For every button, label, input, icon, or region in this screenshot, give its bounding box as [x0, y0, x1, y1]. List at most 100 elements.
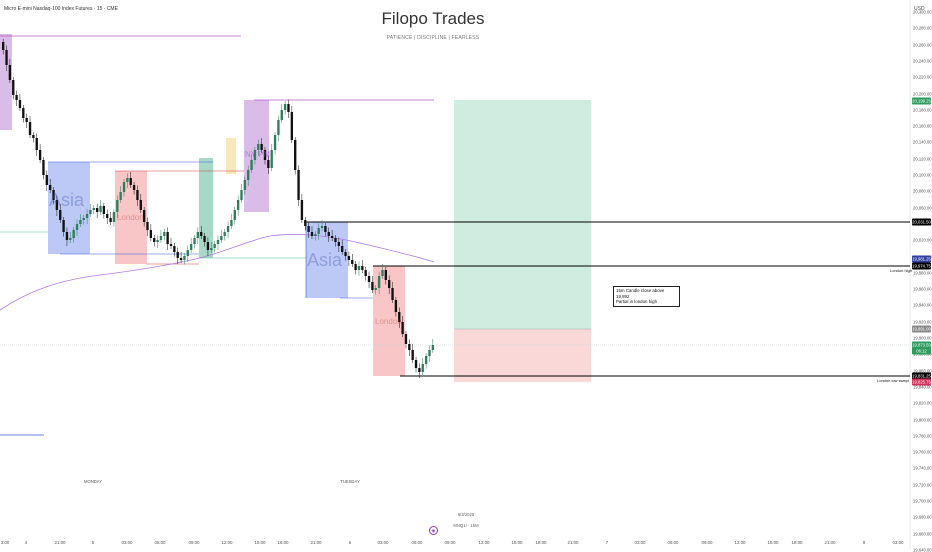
candle-body [48, 185, 52, 190]
candle-body [424, 356, 428, 364]
candle-body [85, 214, 89, 218]
price-tick: 19,960.00 [913, 286, 932, 292]
price-tick: 19,860.00 [913, 368, 932, 374]
price-tick: 19,680.00 [913, 514, 932, 520]
zone-label-asia-1: Asia [49, 190, 85, 210]
candle-body [341, 246, 344, 252]
candle-body [337, 242, 341, 246]
candle-body [384, 270, 388, 280]
price-tick: 20,160.00 [913, 123, 932, 129]
session-box-asia-1 [48, 162, 90, 254]
candle-body [354, 264, 357, 270]
candle-body [230, 220, 233, 226]
candle-body [431, 345, 434, 350]
candle-body [45, 175, 48, 185]
candle-body [377, 276, 381, 288]
time-tick: 12:00 [734, 540, 746, 545]
candle-body [223, 232, 226, 236]
candle-body [203, 236, 206, 242]
candle-body [367, 276, 371, 282]
candle-body [163, 232, 166, 236]
candle-body [277, 120, 280, 135]
price-tick: 19,800.00 [913, 417, 932, 422]
trade-note-line-2: Partial in london high [616, 299, 658, 305]
candle-body [283, 104, 287, 110]
candle-body [226, 226, 230, 232]
candle-body [82, 218, 85, 220]
candle-body [240, 190, 243, 200]
price-tag: 19,981.25 [912, 255, 931, 263]
price-tick: 19,740.00 [913, 465, 932, 471]
time-tick: 21:00 [824, 540, 836, 545]
candle-body [136, 190, 139, 200]
candle-body [210, 248, 213, 250]
time-tick: 21:00 [310, 540, 322, 545]
candle-body [263, 150, 267, 160]
candle-body [2, 42, 5, 50]
price-tick: 19,940.00 [913, 302, 932, 308]
candle-body [330, 236, 334, 238]
price-tick: 20,120.00 [913, 156, 932, 162]
stop-zone [454, 329, 591, 382]
candle-body [142, 210, 146, 222]
candle-body [92, 208, 95, 210]
candle-body [391, 288, 394, 300]
candle-body [381, 270, 384, 276]
trade-note-line-1: 15m Candle close above 19,892 [616, 288, 665, 299]
session-box-london-1 [115, 171, 147, 264]
price-tick: 19,920.00 [913, 319, 932, 325]
candle-body [317, 228, 320, 234]
candle-body [106, 214, 109, 218]
candle-body [257, 144, 260, 150]
tradingview-logo-icon[interactable]: ◉ [429, 526, 438, 535]
candle-body [351, 260, 354, 264]
candle-body [122, 182, 126, 192]
candle-body [334, 238, 337, 242]
price-tick: 19,700.00 [913, 498, 932, 504]
candle-body [414, 360, 418, 368]
price-tick: 20,280.00 [913, 25, 932, 31]
price-tick: 19,720.00 [913, 482, 932, 488]
candle-body [166, 232, 169, 244]
candle-body [364, 270, 367, 276]
candle-body [52, 190, 55, 200]
price-tick: 20,100.00 [913, 172, 932, 178]
candle-body [300, 200, 304, 220]
price-tick: 20,240.00 [913, 58, 932, 64]
candle-body [189, 244, 193, 250]
time-tick: 5 [91, 540, 95, 545]
footer-date: 6/3/2025 [457, 512, 475, 517]
trade-note-callout[interactable]: 15m Candle close above 19,892 Partial in… [613, 286, 680, 307]
price-tick: 20,260.00 [913, 42, 932, 48]
candle-body [280, 110, 283, 120]
candle-body [260, 144, 263, 150]
candle-body [102, 206, 106, 214]
candle-body [8, 65, 12, 80]
candle-body [72, 230, 75, 238]
candle-body [75, 224, 79, 230]
candle-body [320, 226, 324, 228]
candle-body [247, 170, 250, 180]
candle-body [183, 256, 186, 260]
time-tick: 03:00 [634, 540, 646, 545]
session-box-lunch [226, 138, 236, 174]
currency-label[interactable]: USD [914, 6, 925, 12]
price-tick: 19,840.00 [913, 384, 932, 390]
time-tick: 03:00 [892, 540, 904, 545]
symbol-description: Micro E-mini Nasdaq-100 Index Futures · … [4, 6, 118, 12]
zone-label-asia-2: Asia [307, 250, 343, 270]
price-tag: 06:12 [912, 347, 931, 355]
time-tick: 03:00 [121, 540, 133, 545]
candle-body [361, 266, 364, 270]
candle-body [344, 252, 347, 256]
price-tick: 19,820.00 [913, 400, 932, 406]
candle-body [176, 252, 179, 258]
time-tick: 15:00 [511, 540, 523, 545]
candle-body [35, 138, 38, 150]
candle-body [132, 185, 136, 190]
london-low-swept-label: London low swept [877, 378, 910, 383]
candle-body [32, 135, 35, 138]
price-tick: 20,080.00 [913, 188, 932, 194]
candle-body [169, 244, 173, 246]
